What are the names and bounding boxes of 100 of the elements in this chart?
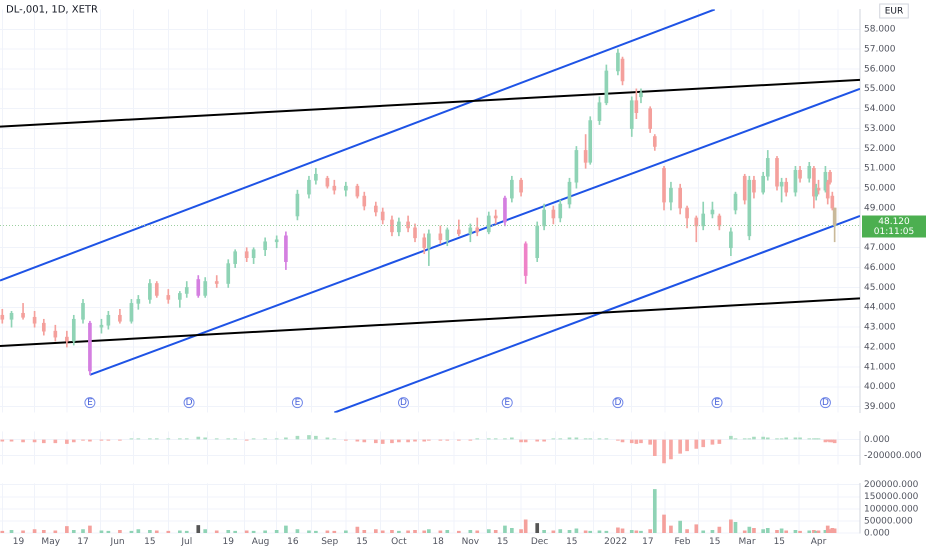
x-tick-label: Sep (321, 536, 338, 547)
x-tick-label: May (41, 536, 61, 547)
x-tick-label: Dec (530, 536, 548, 547)
bar (798, 530, 802, 534)
bar (748, 526, 752, 534)
bar (685, 529, 689, 534)
bar (413, 530, 417, 534)
x-tick-label: 18 (432, 536, 444, 547)
bar (356, 526, 360, 534)
bar (10, 530, 14, 534)
x-tick-label: 15 (144, 536, 156, 547)
bar (784, 530, 788, 534)
bar (252, 530, 256, 534)
bar (380, 530, 385, 534)
bar (72, 530, 76, 534)
bar (406, 530, 410, 534)
y-tick-label: 47.000 (864, 243, 896, 254)
x-tick-label: 15 (356, 536, 368, 547)
bar (54, 530, 58, 534)
bar (136, 529, 140, 534)
bar (263, 530, 267, 534)
bar (118, 530, 122, 534)
text: EUR (884, 6, 904, 16)
ref-line-label: 48.120 (878, 216, 910, 227)
bar (542, 530, 546, 534)
bar (284, 526, 288, 534)
y-tick-label: 50.000 (864, 184, 896, 194)
bar (552, 530, 556, 534)
bar (296, 529, 300, 534)
bar (752, 528, 756, 534)
x-tick-label: 17 (77, 536, 89, 547)
bar (588, 530, 592, 534)
bar (639, 530, 643, 534)
bar (510, 528, 514, 534)
annotation: D (614, 398, 622, 408)
bar (438, 530, 442, 534)
x-tick-label: Nov (462, 536, 480, 547)
annotation: D (822, 398, 829, 408)
y-tick-label: 40.000 (864, 382, 896, 392)
bar (390, 530, 394, 534)
bar (807, 530, 812, 534)
y-tick-label: 0.000 (864, 528, 890, 539)
x-tick-label: 15 (774, 536, 786, 547)
bar (274, 530, 279, 534)
bar (729, 520, 733, 534)
bar (226, 530, 230, 534)
bar (314, 530, 318, 534)
bar (81, 529, 85, 534)
chart-title: DL-,001, 1D, XETR (6, 4, 98, 16)
y-tick-label: 55.000 (864, 84, 896, 94)
x-tick-label: 15 (496, 536, 508, 547)
bar (130, 530, 134, 534)
bar (648, 529, 652, 534)
y-tick-label: 44.000 (864, 302, 896, 313)
bar (178, 530, 182, 534)
bar (326, 530, 330, 534)
bar (456, 530, 461, 534)
bar (332, 530, 336, 534)
bar (486, 529, 491, 534)
y-tick-label: 50000.000 (864, 516, 913, 526)
bar (598, 530, 602, 534)
bar (88, 526, 92, 534)
bar (445, 530, 450, 534)
y-tick-label: 51.000 (864, 164, 896, 174)
x-tick-label: 2022 (604, 536, 628, 547)
bar (630, 530, 634, 534)
y-tick-label: 45.000 (864, 282, 896, 293)
bar (780, 528, 784, 534)
bar (694, 524, 698, 534)
y-tick-label: 53.000 (864, 124, 896, 134)
x-tick-label: Apr (810, 536, 827, 547)
bar (662, 514, 666, 534)
y-tick-label: 200000.000 (864, 480, 919, 490)
bar (634, 530, 638, 534)
bar (106, 530, 110, 534)
x-tick-label: Mar (738, 536, 756, 547)
x-tick-label: 16 (287, 536, 299, 547)
bar (422, 530, 426, 534)
bar (233, 530, 238, 534)
bar (535, 523, 540, 534)
y-tick-label: 43.000 (864, 322, 896, 333)
annotation: D (400, 398, 408, 408)
annotation: D (186, 398, 193, 408)
bar (558, 529, 562, 534)
bar (766, 528, 770, 534)
bar (678, 520, 682, 534)
bar (475, 530, 480, 534)
annotation: E (504, 398, 510, 408)
x-tick-label: 19 (222, 536, 234, 547)
bar (468, 530, 472, 534)
bar (734, 522, 738, 534)
y-tick-label: 49.000 (864, 203, 896, 214)
bar (710, 530, 714, 534)
bar (65, 526, 69, 534)
x-tick-label: 19 (12, 536, 24, 547)
x-tick-label: Feb (674, 536, 691, 547)
x-tick-label: Jul (180, 536, 192, 547)
y-tick-label: 100000.000 (864, 504, 919, 514)
bar (244, 530, 249, 534)
bar (503, 526, 507, 534)
